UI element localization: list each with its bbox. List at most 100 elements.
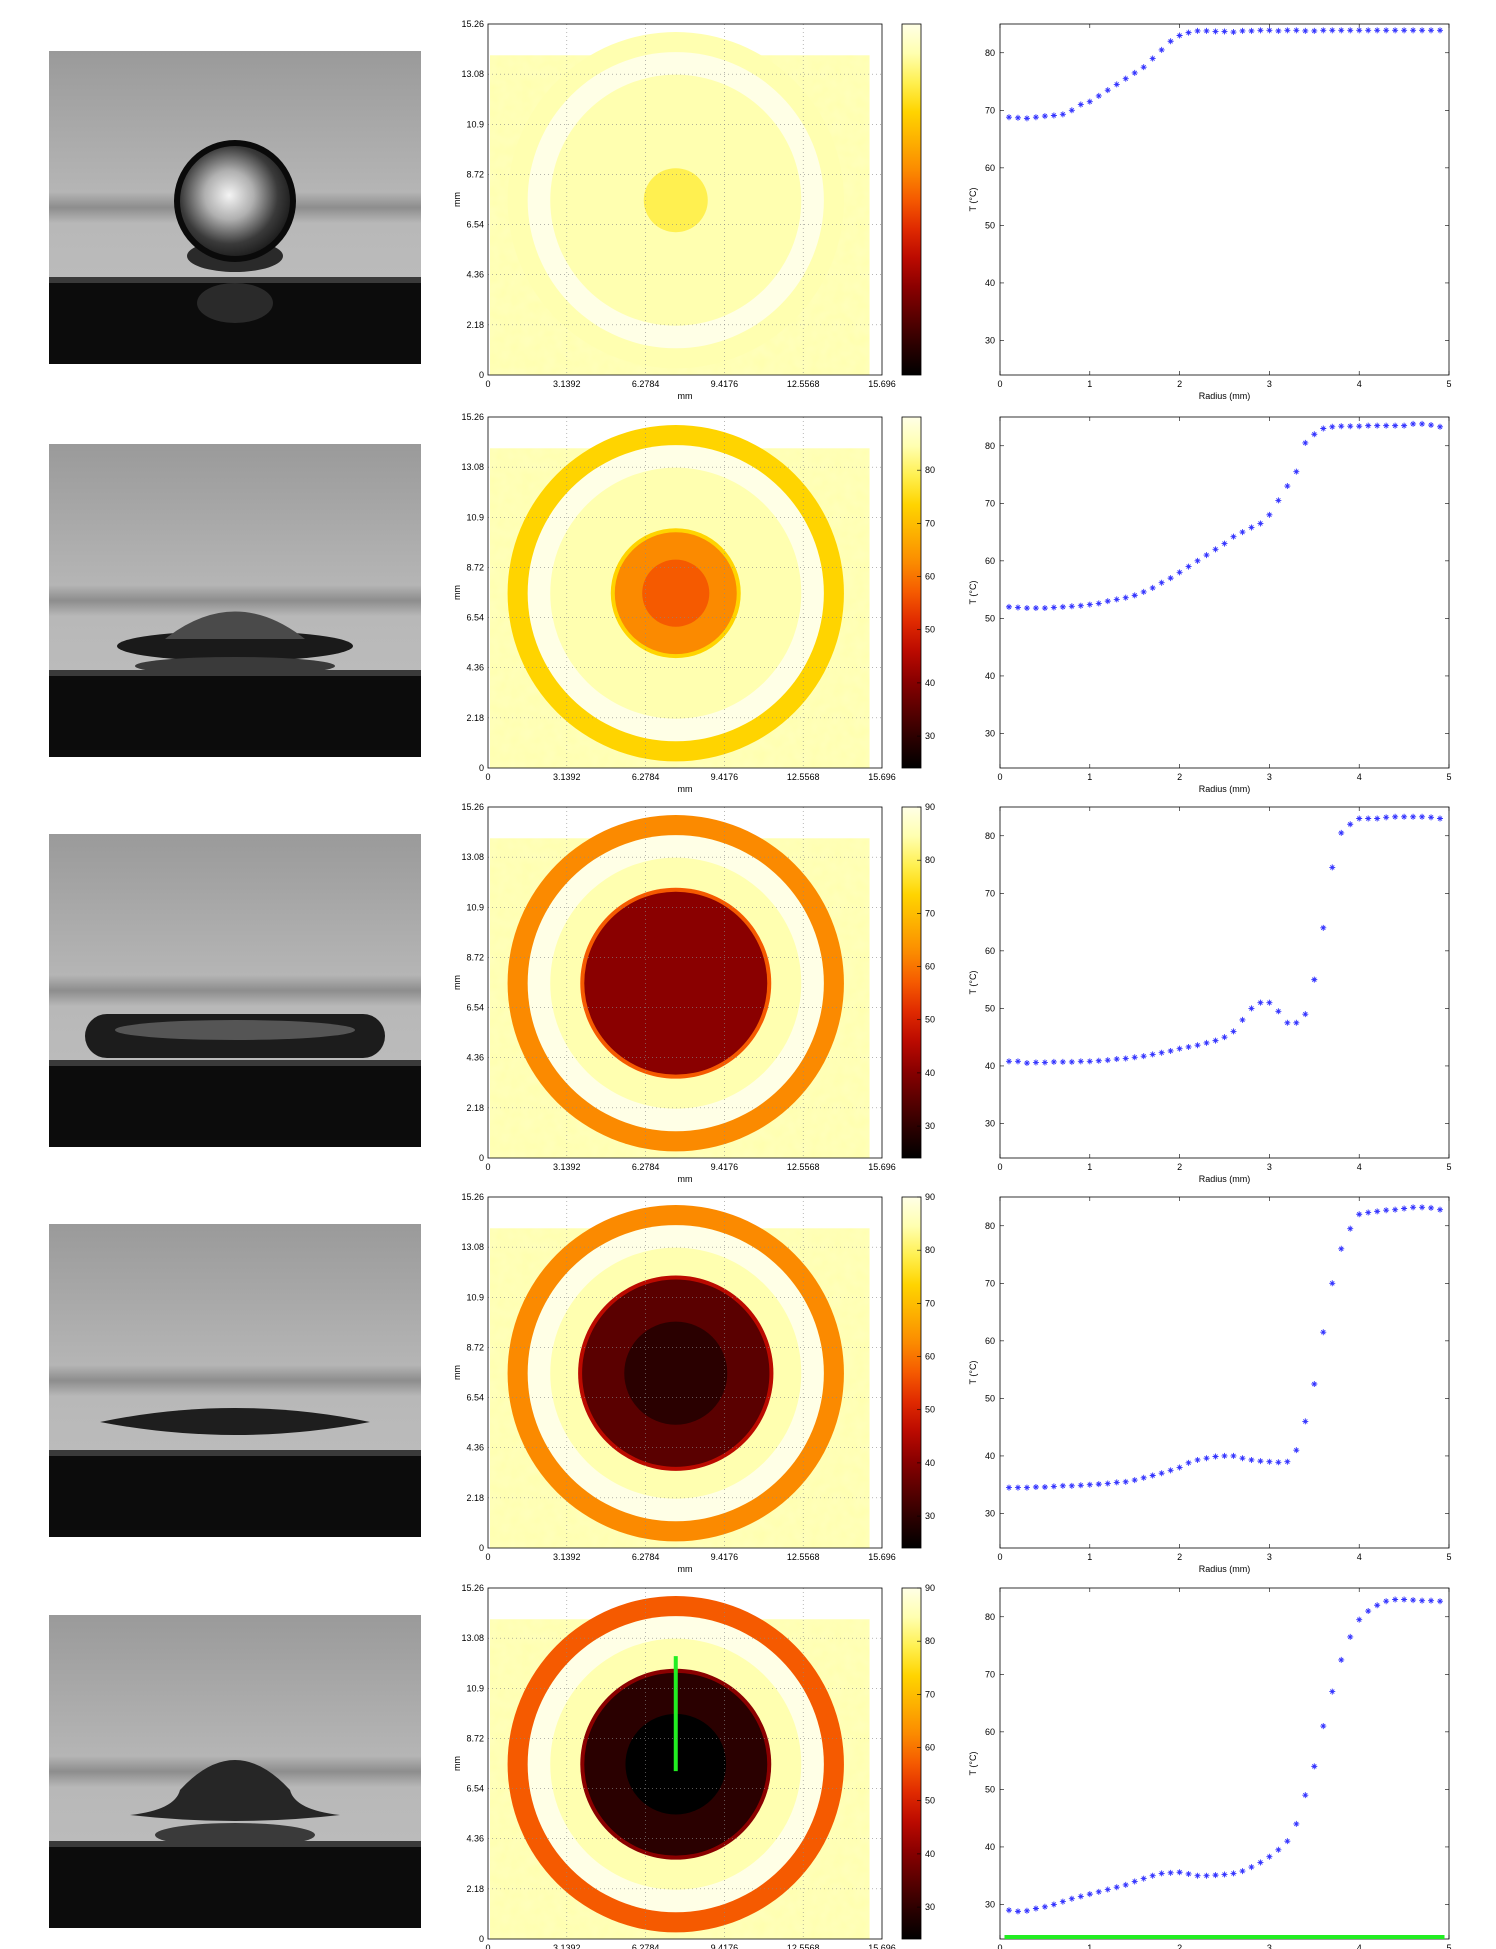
droplet-base — [135, 657, 335, 675]
heatmap-y-tick-label: 8.72 — [466, 1733, 484, 1743]
profile-data-point — [1131, 592, 1138, 599]
colorbar-gradient — [901, 1196, 922, 1549]
droplet-photo — [49, 834, 421, 1147]
profile-data-point — [1383, 27, 1390, 34]
profile-data-point — [1266, 511, 1273, 518]
profile-data-point — [1239, 529, 1246, 536]
heatmap-y-tick-label: 0 — [479, 1934, 484, 1944]
profile-data-point — [1239, 1868, 1246, 1875]
profile-data-point — [1302, 1418, 1309, 1425]
heatmap-x-tick-label: 15.696 — [868, 379, 896, 389]
profile-data-point — [1194, 1872, 1201, 1879]
profile-data-point — [1149, 1872, 1156, 1879]
profile-data-point — [1005, 1058, 1012, 1065]
profile-data-point — [1311, 1381, 1318, 1388]
profile-data-point — [1032, 1905, 1039, 1912]
colorbar-tick-label: 40 — [925, 1458, 935, 1468]
profile-y-tick-label: 50 — [985, 1003, 995, 1013]
profile-data-point — [1086, 601, 1093, 608]
colorbar-tick-label: 90 — [925, 1192, 935, 1202]
profile-data-point — [1041, 1059, 1048, 1066]
heatmap-y-tick-label: 2.18 — [466, 713, 484, 723]
heatmap-y-tick-label: 15.26 — [461, 1192, 484, 1202]
profile-x-tick-label: 1 — [1087, 1552, 1092, 1562]
profile-data-point — [1230, 1452, 1237, 1459]
heatmap-x-tick-label: 3.1392 — [553, 772, 581, 782]
heatmap-y-axis-label: mm — [452, 975, 462, 990]
profile-data-point — [1041, 605, 1048, 612]
profile-data-point — [1023, 1060, 1030, 1067]
profile-x-tick-label: 2 — [1177, 1552, 1182, 1562]
heatmap-y-tick-label: 4.36 — [466, 663, 484, 673]
colorbar-gradient — [901, 416, 922, 769]
profile-data-point — [1374, 422, 1381, 429]
heatmap-panel: 0 3.1392 6.2784 9.4176 12.5568 15.696 0 2.18 4.3… — [452, 802, 896, 1184]
heatmap-x-tick-label: 12.5568 — [787, 379, 820, 389]
heatmap-frame — [487, 806, 883, 1159]
profile-data-point — [1266, 27, 1273, 34]
profile-y-tick-label: 70 — [985, 1669, 995, 1679]
profile-x-tick-label: 1 — [1087, 1162, 1092, 1172]
substrate — [49, 1064, 421, 1147]
heatmap-x-axis-label: mm — [678, 1174, 693, 1184]
profile-x-tick-label: 2 — [1177, 1162, 1182, 1172]
profile-data-point — [1248, 27, 1255, 34]
profile-data-point — [1284, 1019, 1291, 1026]
profile-data-point — [1194, 1042, 1201, 1049]
profile-data-point — [1023, 115, 1030, 122]
colorbar-tick-label: 70 — [925, 1689, 935, 1699]
colorbar-tick-label: 70 — [925, 518, 935, 528]
profile-data-point — [1401, 27, 1408, 34]
colorbar-tick-label: 50 — [925, 1015, 935, 1025]
profile-data-point — [1068, 1058, 1075, 1065]
profile-data-point — [1437, 815, 1444, 822]
profile-data-point — [1230, 1870, 1237, 1877]
profile-data-point — [1122, 75, 1129, 82]
droplet-base — [155, 1823, 315, 1847]
profile-data-point — [1347, 821, 1354, 828]
profile-y-tick-label: 70 — [985, 888, 995, 898]
heatmap-x-tick-label: 6.2784 — [632, 1943, 660, 1949]
profile-data-point — [1266, 999, 1273, 1006]
substrate-edge — [49, 277, 421, 283]
profile-data-point — [1284, 27, 1291, 34]
colorbar-tick-label: 30 — [925, 1511, 935, 1521]
heatmap-y-tick-label: 0 — [479, 370, 484, 380]
profile-data-point — [1356, 423, 1363, 430]
profile-data-point — [1302, 439, 1309, 446]
substrate-edge — [49, 1060, 421, 1066]
profile-data-point — [1365, 1209, 1372, 1216]
profile-data-point — [1284, 1458, 1291, 1465]
profile-data-point — [1419, 1204, 1426, 1211]
heatmap-x-tick-label: 12.5568 — [787, 772, 820, 782]
heatmap-x-tick-label: 12.5568 — [787, 1552, 820, 1562]
profile-data-point — [1176, 1045, 1183, 1052]
heatmap-y-tick-label: 4.36 — [466, 1443, 484, 1453]
profile-y-tick-label: 80 — [985, 441, 995, 451]
profile-y-tick-label: 70 — [985, 105, 995, 115]
profile-y-tick-label: 60 — [985, 1727, 995, 1737]
profile-data-point — [1347, 1225, 1354, 1232]
profile-data-point — [1158, 579, 1165, 586]
profile-data-point — [1023, 1907, 1030, 1914]
profile-x-tick-label: 2 — [1177, 379, 1182, 389]
heatmap-frame — [487, 1196, 883, 1549]
profile-data-point — [1437, 423, 1444, 430]
profile-data-point — [1248, 1864, 1255, 1871]
profile-data-point — [1095, 1057, 1102, 1064]
colorbar — [901, 23, 922, 376]
colorbar: 30 40 50 60 70 80 90 — [901, 1583, 935, 1940]
profile-data-point — [1041, 1484, 1048, 1491]
profile-data-point — [1050, 1058, 1057, 1065]
profile-data-point — [1419, 1597, 1426, 1604]
profile-data-point — [1239, 27, 1246, 34]
profile-data-point — [1302, 1792, 1309, 1799]
droplet-photo — [49, 1224, 421, 1537]
profile-data-point — [1203, 1872, 1210, 1879]
heatmap-y-tick-label: 8.72 — [466, 169, 484, 179]
profile-data-point — [1185, 563, 1192, 570]
heatmap-x-tick-label: 15.696 — [868, 1162, 896, 1172]
colorbar: 30 40 50 60 70 80 90 — [901, 802, 935, 1159]
